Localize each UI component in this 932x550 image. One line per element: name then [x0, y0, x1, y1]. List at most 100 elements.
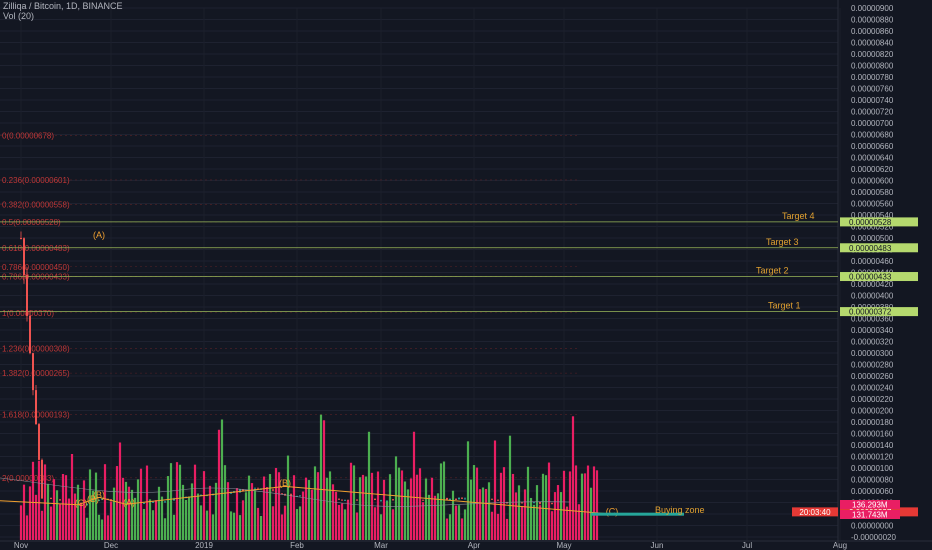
candle-body — [242, 489, 244, 492]
candle-body — [506, 502, 508, 504]
candle-body — [521, 502, 523, 504]
volume-bar — [511, 473, 515, 540]
volume-bars — [19, 414, 599, 540]
volume-bar — [256, 507, 260, 540]
volume-bar — [370, 472, 374, 540]
wave-label: (A) — [93, 230, 105, 240]
volume-bar — [565, 507, 569, 540]
volume-bar — [226, 482, 230, 540]
volume-bar — [259, 515, 263, 540]
volume-bar — [253, 490, 257, 540]
wave-label: (C) — [606, 507, 619, 517]
volume-bar — [514, 492, 518, 540]
volume-bar — [193, 464, 197, 540]
y-axis-tick-label: 0.00000320 — [851, 338, 894, 347]
volume-bar — [559, 492, 563, 540]
symbol-title: Zilliqa / Bitcoin, 1D, BINANCE — [3, 1, 123, 11]
volume-ma-tag-text: 131.743M — [852, 511, 888, 520]
y-axis-tick-label: 0.00000240 — [851, 384, 894, 393]
target-price-tag-text: 0.00000528 — [849, 218, 892, 227]
target-price-tag — [840, 243, 918, 253]
volume-bar — [85, 517, 89, 540]
y-axis-tick-label: 0.00000780 — [851, 73, 894, 82]
y-axis-tick-label: 0.00000900 — [851, 4, 894, 13]
volume-bar — [358, 477, 362, 540]
volume-bar — [286, 455, 290, 540]
y-axis-tick-label: 0.00000720 — [851, 108, 894, 117]
volume-bar — [457, 505, 461, 540]
x-axis-tick-label: Jun — [651, 541, 664, 550]
volume-bar — [430, 477, 434, 540]
candle-body — [356, 499, 358, 501]
x-axis-tick-label: Mar — [374, 541, 388, 550]
volume-bar — [439, 463, 443, 540]
buying-zone-label: Buying zone — [655, 505, 705, 515]
volume-ma-tag — [840, 510, 900, 519]
volume-bar — [541, 473, 545, 540]
volume-bar — [280, 514, 284, 540]
volume-bar — [535, 485, 539, 540]
volume-bar — [493, 440, 497, 540]
volume-bar — [574, 465, 578, 540]
y-axis-tick-label: 0.00000300 — [851, 349, 894, 358]
y-axis-tick-label: 0.00000000 — [851, 522, 894, 531]
countdown-tag — [792, 507, 838, 517]
volume-bar — [490, 511, 494, 540]
volume-bar — [553, 492, 557, 540]
volume-bar — [334, 491, 338, 540]
candle-body — [50, 498, 52, 500]
y-axis-tick-label: 0.00000360 — [851, 315, 894, 324]
volume-bar — [409, 478, 413, 540]
volume-bar — [448, 514, 452, 540]
volume-bar — [376, 471, 380, 540]
y-axis-tick-label: 0.00000500 — [851, 234, 894, 243]
volume-bar — [484, 488, 488, 540]
volume-bar — [22, 484, 26, 540]
volume-bar — [418, 468, 422, 540]
candle-body — [464, 498, 466, 500]
volume-bar — [112, 487, 116, 540]
countdown-text: 20:03:40 — [799, 508, 831, 517]
y-axis-tick-label: 0.00000140 — [851, 441, 894, 450]
volume-bar — [67, 498, 71, 540]
volume-bar — [160, 496, 164, 540]
y-axis-tick-label: 0.00000540 — [851, 211, 894, 220]
volume-bar — [184, 499, 188, 540]
fib-level-label: 2(0.00000083) — [2, 474, 54, 483]
volume-bar — [481, 487, 485, 540]
volume-bar — [127, 486, 131, 540]
y-axis-tick-label: 0.00000460 — [851, 257, 894, 266]
volume-bar — [331, 484, 335, 540]
y-axis-tick-label: 0.00000080 — [851, 476, 894, 485]
fib-level-label: 1(0.00000370) — [2, 309, 54, 318]
volume-bar — [94, 472, 98, 540]
x-axis-tick-label: May — [556, 541, 571, 550]
volume-bar — [73, 493, 77, 540]
volume-bar — [130, 489, 134, 540]
y-axis-tick-label: 0.00000660 — [851, 142, 894, 151]
volume-bar — [217, 429, 221, 540]
volume-bar — [178, 464, 182, 540]
volume-bar — [532, 504, 536, 540]
volume-bar — [28, 486, 32, 540]
volume-bar — [502, 467, 506, 540]
candle-body — [374, 499, 376, 501]
volume-bar — [322, 420, 326, 540]
volume-bar — [133, 497, 137, 540]
volume-bar — [583, 473, 587, 540]
y-axis-tick-label: 0.00000280 — [851, 361, 894, 370]
target-price-tag — [840, 272, 918, 282]
volume-bar — [424, 478, 428, 540]
volume-bar — [388, 474, 392, 540]
volume-bar — [520, 505, 524, 540]
y-axis-tick-label: 0.00000180 — [851, 418, 894, 427]
volume-bar — [142, 508, 146, 540]
candle-body — [341, 499, 343, 501]
target-label: Target 4 — [782, 211, 815, 221]
volume-bar — [289, 496, 293, 540]
volume-bar — [154, 500, 158, 540]
volume-bar — [382, 479, 386, 540]
x-axis-tick-label: Jul — [742, 541, 752, 550]
